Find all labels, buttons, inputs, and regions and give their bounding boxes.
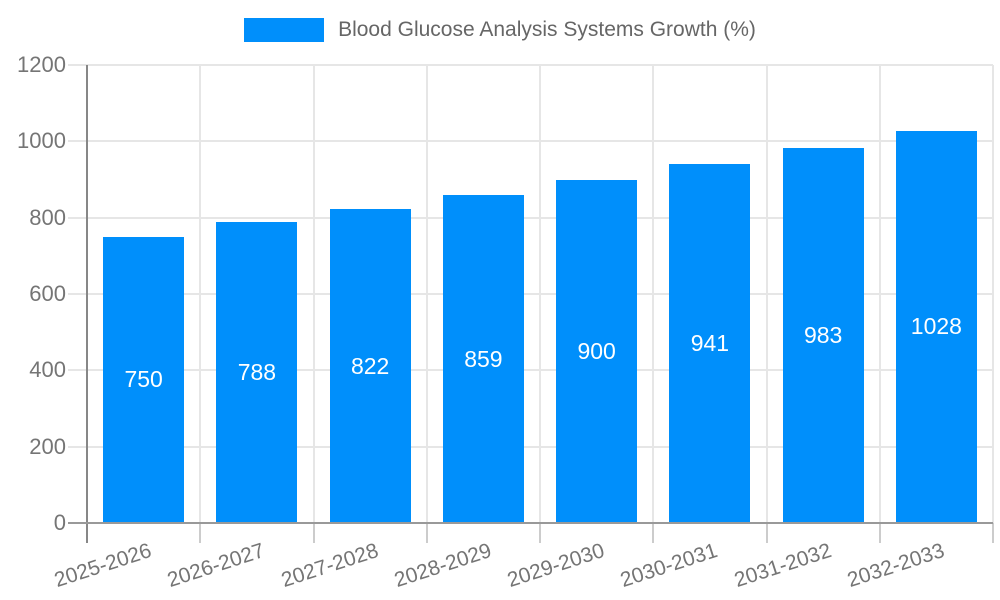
- y-gridline: [68, 64, 993, 66]
- x-axis-tick-label: 2027-2028: [278, 539, 381, 592]
- x-gridline: [878, 65, 881, 523]
- x-axis-tick: [199, 523, 202, 543]
- bar-2027-2028[interactable]: 822: [329, 209, 411, 523]
- x-axis-tick-label: 2031-2032: [731, 539, 834, 592]
- x-axis-tick-label: 2026-2027: [165, 539, 268, 592]
- bar-value-label: 941: [690, 329, 730, 356]
- x-axis-tick-label: 2029-2030: [504, 539, 608, 592]
- bar-2029-2030[interactable]: 900: [556, 179, 638, 523]
- y-axis-tick-label: 1000: [17, 128, 66, 154]
- y-axis-tick-label: 600: [29, 281, 66, 306]
- bar-value-label: 900: [577, 337, 616, 364]
- y-axis-tick-label: 800: [29, 204, 66, 230]
- x-axis-tick-label: 2030-2031: [618, 539, 721, 592]
- x-axis-tick: [539, 523, 541, 543]
- bar-2030-2031[interactable]: 941: [669, 163, 751, 523]
- legend-swatch: [244, 18, 325, 42]
- x-axis-tick-label: 2032-2033: [844, 539, 948, 592]
- x-gridline: [199, 65, 202, 523]
- y-gridline: [68, 293, 993, 295]
- y-gridline: [68, 140, 993, 143]
- y-axis-tick-label: 200: [29, 433, 66, 459]
- y-axis-tick-label: 400: [29, 357, 66, 383]
- x-axis-baseline: [68, 522, 993, 524]
- y-axis-line: [86, 65, 88, 543]
- x-axis-tick-label: 2025-2026: [51, 539, 155, 592]
- x-axis-tick: [992, 523, 994, 543]
- bar-value-label: 822: [350, 352, 390, 379]
- x-axis-tick: [425, 523, 428, 543]
- bar-2028-2029[interactable]: 859: [442, 195, 524, 523]
- plot-right-border: [992, 65, 994, 523]
- x-gridline: [765, 65, 768, 523]
- bar-value-label: 983: [803, 321, 843, 348]
- x-axis-tick: [765, 523, 768, 543]
- legend-label: Blood Glucose Analysis Systems Growth (%…: [338, 18, 756, 41]
- y-gridline: [68, 369, 993, 372]
- chart-legend[interactable]: Blood Glucose Analysis Systems Growth (%…: [0, 18, 1000, 42]
- bar-value-label: 859: [464, 345, 503, 372]
- bar-value-label: 788: [237, 359, 277, 386]
- x-gridline: [652, 65, 655, 523]
- y-gridline: [68, 445, 993, 448]
- x-axis-tick: [652, 523, 655, 543]
- x-axis-tick-label: 2028-2029: [391, 539, 495, 592]
- bar-2031-2032[interactable]: 983: [782, 147, 864, 523]
- bar-value-label: 1028: [910, 313, 962, 340]
- bar-value-label: 750: [124, 366, 163, 393]
- y-axis-tick-label: 1200: [17, 52, 66, 77]
- x-axis-tick: [878, 523, 881, 543]
- bar-2026-2027[interactable]: 788: [216, 222, 298, 523]
- x-gridline: [425, 65, 428, 523]
- x-axis-tick: [312, 523, 315, 543]
- bar-2025-2026[interactable]: 750: [103, 236, 185, 523]
- y-axis-tick-label: 0: [53, 510, 66, 535]
- bar-2032-2033[interactable]: 1028: [895, 130, 977, 523]
- y-gridline: [68, 216, 993, 219]
- x-gridline: [312, 65, 315, 523]
- x-gridline: [539, 65, 541, 523]
